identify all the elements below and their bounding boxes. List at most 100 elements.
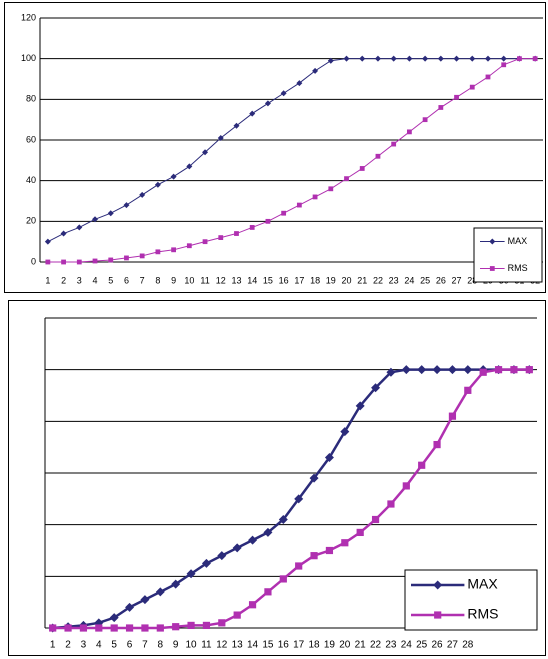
data-point bbox=[232, 543, 242, 553]
data-point bbox=[234, 231, 239, 236]
data-point bbox=[140, 595, 150, 605]
data-point bbox=[124, 255, 129, 261]
data-point bbox=[464, 386, 472, 394]
x-tick-label: 19 bbox=[324, 640, 336, 651]
x-tick-label: 14 bbox=[247, 640, 259, 651]
x-tick-label: 26 bbox=[432, 640, 444, 651]
data-point bbox=[281, 210, 287, 216]
x-tick-label: 23 bbox=[385, 640, 397, 651]
x-tick-label: 6 bbox=[124, 275, 129, 285]
data-point bbox=[109, 613, 119, 623]
data-point bbox=[155, 249, 161, 255]
data-point bbox=[402, 482, 410, 490]
data-point bbox=[433, 440, 441, 449]
x-tick-label: 27 bbox=[452, 275, 462, 285]
series-line bbox=[47, 58, 536, 263]
data-point bbox=[45, 259, 51, 265]
x-tick-label: 3 bbox=[81, 640, 87, 651]
legend-box bbox=[404, 569, 538, 631]
data-point bbox=[448, 412, 457, 420]
data-point bbox=[386, 367, 396, 377]
data-point bbox=[391, 141, 397, 147]
data-point bbox=[463, 365, 473, 375]
x-tick-label: 1 bbox=[50, 640, 56, 651]
legend-box bbox=[473, 227, 543, 283]
x-tick-label: 11 bbox=[200, 275, 209, 285]
data-point bbox=[76, 259, 82, 265]
data-point bbox=[217, 134, 224, 141]
data-point bbox=[49, 624, 57, 632]
legend-marker bbox=[433, 580, 443, 590]
data-point bbox=[248, 535, 258, 545]
x-tick-label: 4 bbox=[96, 640, 102, 651]
data-point bbox=[501, 62, 507, 68]
data-point bbox=[344, 176, 349, 182]
x-tick-label: 22 bbox=[373, 275, 383, 285]
data-point bbox=[469, 84, 475, 90]
data-point bbox=[484, 55, 491, 62]
data-point bbox=[64, 624, 72, 632]
data-point bbox=[186, 243, 192, 249]
data-point bbox=[324, 453, 334, 462]
data-point bbox=[186, 569, 196, 579]
data-point bbox=[371, 383, 381, 393]
data-point bbox=[218, 235, 224, 240]
data-point bbox=[125, 624, 134, 632]
x-tick-label: 27 bbox=[447, 640, 459, 651]
data-point bbox=[79, 624, 88, 632]
data-point bbox=[417, 365, 427, 375]
x-tick-label: 12 bbox=[216, 275, 226, 285]
x-tick-label: 28 bbox=[462, 640, 474, 651]
data-point bbox=[310, 552, 318, 560]
data-point bbox=[125, 602, 135, 612]
x-tick-label: 19 bbox=[326, 275, 336, 285]
y-tick-label: 0 bbox=[31, 256, 36, 266]
x-tick-label: 17 bbox=[293, 640, 305, 651]
data-point bbox=[201, 558, 211, 568]
x-tick-label: 4 bbox=[93, 275, 98, 285]
x-tick-label: 5 bbox=[108, 275, 113, 285]
x-tick-label: 13 bbox=[231, 275, 241, 285]
x-tick-label: 10 bbox=[186, 640, 198, 651]
data-point bbox=[371, 515, 380, 524]
data-point bbox=[422, 117, 428, 123]
data-point bbox=[110, 624, 118, 632]
x-tick-label: 9 bbox=[173, 640, 179, 651]
data-point bbox=[517, 56, 522, 62]
legend-marker bbox=[489, 266, 495, 271]
x-tick-label: 24 bbox=[404, 275, 414, 285]
data-point bbox=[108, 257, 114, 263]
x-tick-label: 21 bbox=[357, 275, 367, 285]
data-point bbox=[312, 67, 319, 74]
y-tick-label: 60 bbox=[26, 134, 36, 144]
data-point bbox=[156, 624, 164, 632]
data-point bbox=[375, 153, 381, 159]
data-point bbox=[233, 122, 240, 129]
data-point bbox=[327, 57, 334, 64]
data-point bbox=[186, 163, 193, 170]
data-point bbox=[263, 527, 273, 537]
data-point bbox=[447, 365, 457, 375]
data-point bbox=[155, 587, 165, 597]
data-point bbox=[172, 623, 180, 631]
data-point bbox=[312, 194, 318, 200]
data-point bbox=[343, 55, 350, 62]
x-tick-label: 17 bbox=[294, 275, 304, 285]
x-tick-label: 2 bbox=[61, 275, 66, 285]
x-tick-label: 9 bbox=[171, 275, 176, 285]
data-point bbox=[374, 55, 381, 62]
legend-label: MAX bbox=[508, 236, 528, 246]
data-point bbox=[95, 624, 103, 632]
x-tick-label: 18 bbox=[310, 275, 320, 285]
data-point bbox=[171, 247, 177, 253]
data-point bbox=[170, 173, 177, 180]
data-point bbox=[341, 539, 349, 547]
x-tick-label: 12 bbox=[216, 640, 228, 651]
data-point bbox=[406, 129, 412, 135]
x-tick-label: 23 bbox=[389, 275, 399, 285]
x-tick-label: 13 bbox=[232, 640, 244, 651]
data-point bbox=[249, 110, 256, 117]
data-point bbox=[217, 551, 227, 561]
data-point bbox=[309, 473, 319, 483]
data-point bbox=[107, 210, 114, 217]
